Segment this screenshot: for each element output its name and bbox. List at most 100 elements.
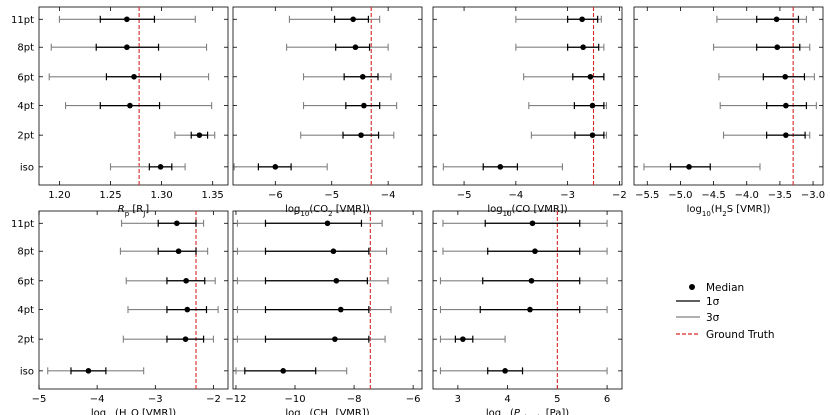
median-point (502, 368, 508, 374)
x-axis-label: log10(H2O [VMR]) (91, 408, 176, 415)
median-point (332, 336, 338, 342)
y-tick-label: 6pt (17, 276, 34, 287)
median-point (359, 73, 366, 80)
y-tick-label: 11pt (11, 15, 34, 26)
median-point (85, 368, 92, 374)
median-point (157, 164, 164, 170)
x-tick-label: 1.25 (99, 190, 121, 201)
x-tick-label: −3 (560, 190, 575, 201)
median-point (333, 277, 340, 284)
x-tick-label: −6 (406, 394, 421, 405)
median-point (337, 306, 344, 313)
y-tick-label: 4pt (17, 101, 34, 112)
x-axis-label: log10(CH4 [VMR]) (285, 408, 369, 415)
median-point (272, 164, 279, 170)
axes-frame (432, 6, 623, 186)
median-point (324, 220, 331, 227)
subplot-7: 3 4 5 6 log10(Pclouds [Pa]) (432, 210, 623, 415)
median-point (350, 16, 356, 23)
x-tick-label: −3 (148, 394, 163, 405)
legend: Median 1σ 3σ Ground Truth (676, 282, 775, 341)
x-tick-label: −5 (457, 190, 472, 201)
x-tick-label: −2 (206, 394, 221, 405)
median-point (773, 16, 780, 23)
legend-median-marker (689, 284, 695, 290)
median-point (361, 102, 367, 109)
median-point (460, 336, 466, 342)
axes-frame (232, 210, 423, 390)
median-point (358, 132, 364, 138)
median-point (528, 277, 535, 284)
median-point (124, 44, 130, 51)
median-point (182, 336, 189, 342)
x-axis-label: log10(CO2 [VMR]) (285, 204, 370, 218)
x-tick-label: −3.0 (801, 190, 825, 201)
median-point (174, 220, 180, 227)
y-tick-label: iso (20, 162, 34, 173)
median-point (587, 73, 594, 80)
x-tick-label: 4 (504, 394, 510, 405)
median-point (686, 164, 692, 170)
x-tick-label: 5 (554, 394, 560, 405)
x-tick-label: −6 (268, 190, 283, 201)
median-point (782, 73, 788, 80)
axes-frame (232, 6, 423, 186)
subplot-6: −12 −10 −8 −6 log10(CH4 [VMR]) (225, 210, 423, 415)
median-point (196, 132, 203, 138)
median-point (183, 277, 189, 284)
median-point (124, 16, 130, 23)
legend-ground-truth-label: Ground Truth (706, 329, 775, 341)
x-tick-label: −4.0 (735, 190, 759, 201)
x-tick-label: −2 (612, 190, 627, 201)
subplot-1: 1.20 1.25 1.30 1.35 11pt 8pt 6pt 4pt 2pt iso Rp [R… (11, 6, 229, 218)
x-tick-label: −5.0 (668, 190, 692, 201)
y-tick-label: 2pt (17, 131, 34, 142)
median-point (783, 132, 789, 138)
median-point (280, 368, 287, 374)
x-tick-label: 6 (604, 394, 610, 405)
median-point (352, 44, 359, 51)
median-point (330, 248, 337, 255)
x-axis-label: log10(Pclouds [Pa]) (486, 408, 569, 415)
x-tick-label: −3.5 (768, 190, 792, 201)
axes-frame (38, 6, 229, 186)
legend-three-sigma-label: 3σ (706, 312, 720, 324)
subplot-4: −5.5 −5.0 −4.5 −4.0 −3.5 −3.0 log10(H2S [VMR]) (633, 6, 825, 218)
y-tick-label: 2pt (17, 335, 34, 346)
median-point (532, 248, 538, 255)
subplot-3: −5 −4 −3 −2 log10(CO [VMR]) (432, 6, 627, 218)
median-point (580, 44, 586, 51)
x-tick-label: −10 (284, 394, 305, 405)
x-tick-label: −4 (508, 190, 523, 201)
median-point (774, 44, 781, 51)
axes-frame (432, 210, 623, 390)
y-tick-label: 6pt (17, 72, 34, 83)
legend-median-label: Median (706, 282, 744, 294)
subplot-5: −5 −4 −3 −2 11pt 8pt 6pt 4pt 2pt iso log10(H2O [VM… (11, 210, 229, 415)
subplot-2: −6 −5 −4 log10(CO2 [VMR]) (232, 6, 423, 218)
legend-one-sigma-label: 1σ (706, 296, 720, 308)
x-tick-label: −5 (32, 394, 47, 405)
x-tick-label: −4 (90, 394, 105, 405)
median-point (529, 220, 536, 227)
y-tick-label: 8pt (17, 247, 34, 258)
x-tick-label: −5.5 (635, 190, 659, 201)
median-point (175, 248, 182, 255)
median-point (579, 16, 585, 23)
x-tick-label: −5 (324, 190, 339, 201)
x-tick-label: 1.30 (150, 190, 172, 201)
x-tick-label: 3 (455, 394, 461, 405)
x-tick-label: −4.5 (701, 190, 725, 201)
median-point (127, 102, 133, 109)
x-tick-label: −4 (381, 190, 396, 201)
x-tick-label: −12 (225, 394, 246, 405)
x-axis-label: log10(H2S [VMR]) (687, 204, 771, 218)
median-point (783, 102, 789, 109)
x-axis-label: Rp [RJ] (118, 204, 150, 218)
x-tick-label: 1.35 (202, 190, 224, 201)
x-tick-label: −8 (347, 394, 362, 405)
median-point (527, 306, 533, 313)
axes-frame (38, 210, 229, 390)
median-point (131, 73, 137, 80)
